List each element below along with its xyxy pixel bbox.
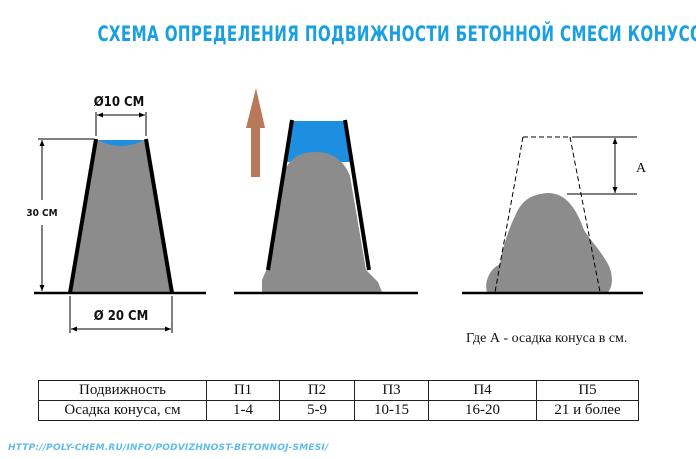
lift-arrow-icon bbox=[246, 88, 265, 177]
mobility-table: Подвижность П1 П2 П3 П4 П5 Осадка конуса… bbox=[38, 380, 639, 421]
cone-wall-left bbox=[68, 138, 98, 294]
grade-cell: П4 bbox=[428, 380, 537, 401]
concrete-in-cone bbox=[71, 140, 170, 292]
slump-label: А bbox=[636, 161, 647, 176]
grade-cell: П2 bbox=[279, 380, 355, 401]
grade-cell: П3 bbox=[354, 380, 429, 401]
slump-cell: 1-4 bbox=[206, 400, 280, 421]
water-in-lifted-cone bbox=[287, 121, 352, 162]
table-row: Подвижность П1 П2 П3 П4 П5 bbox=[38, 380, 639, 401]
grade-cell: П5 bbox=[536, 380, 639, 401]
table-header-slump: Осадка конуса, см bbox=[38, 400, 207, 421]
slump-cell: 5-9 bbox=[279, 400, 355, 421]
grade-cell: П1 bbox=[206, 380, 280, 401]
cone-outline-dashed bbox=[494, 136, 601, 293]
slump-note: Где А - осадка конуса в см. bbox=[466, 331, 628, 346]
source-link[interactable]: HTTP://POLY-CHEM.RU/INFO/PODVIZHNOST-BET… bbox=[8, 443, 329, 453]
slumped-concrete bbox=[486, 193, 612, 292]
lifting-cone-figure bbox=[234, 88, 418, 295]
cone-wall-right bbox=[144, 138, 174, 294]
slump-cell: 10-15 bbox=[354, 400, 429, 421]
slump-cell: 16-20 bbox=[428, 400, 537, 421]
table-row: Осадка конуса, см 1-4 5-9 10-15 16-20 21… bbox=[38, 400, 639, 421]
settled-concrete-2 bbox=[262, 152, 382, 292]
water-surface bbox=[98, 140, 144, 146]
slump-cell: 21 и более bbox=[536, 400, 639, 421]
top-diameter-label: Ø10 СМ bbox=[94, 95, 145, 110]
diagram-title: СХЕМА ОПРЕДЕЛЕНИЯ ПОДВИЖНОСТИ БЕТОННОЙ С… bbox=[97, 22, 696, 46]
filled-cone-figure: Ø10 СМ 30 СМ Ø 20 СМ bbox=[26, 95, 206, 333]
slump-figure: А bbox=[462, 136, 647, 295]
height-label: 30 СМ bbox=[26, 208, 57, 219]
table-header-mobility: Подвижность bbox=[38, 380, 207, 401]
lifted-cone-wall-left bbox=[266, 119, 294, 271]
lifted-cone-wall-right bbox=[343, 119, 371, 271]
bottom-diameter-label: Ø 20 СМ bbox=[94, 309, 149, 324]
